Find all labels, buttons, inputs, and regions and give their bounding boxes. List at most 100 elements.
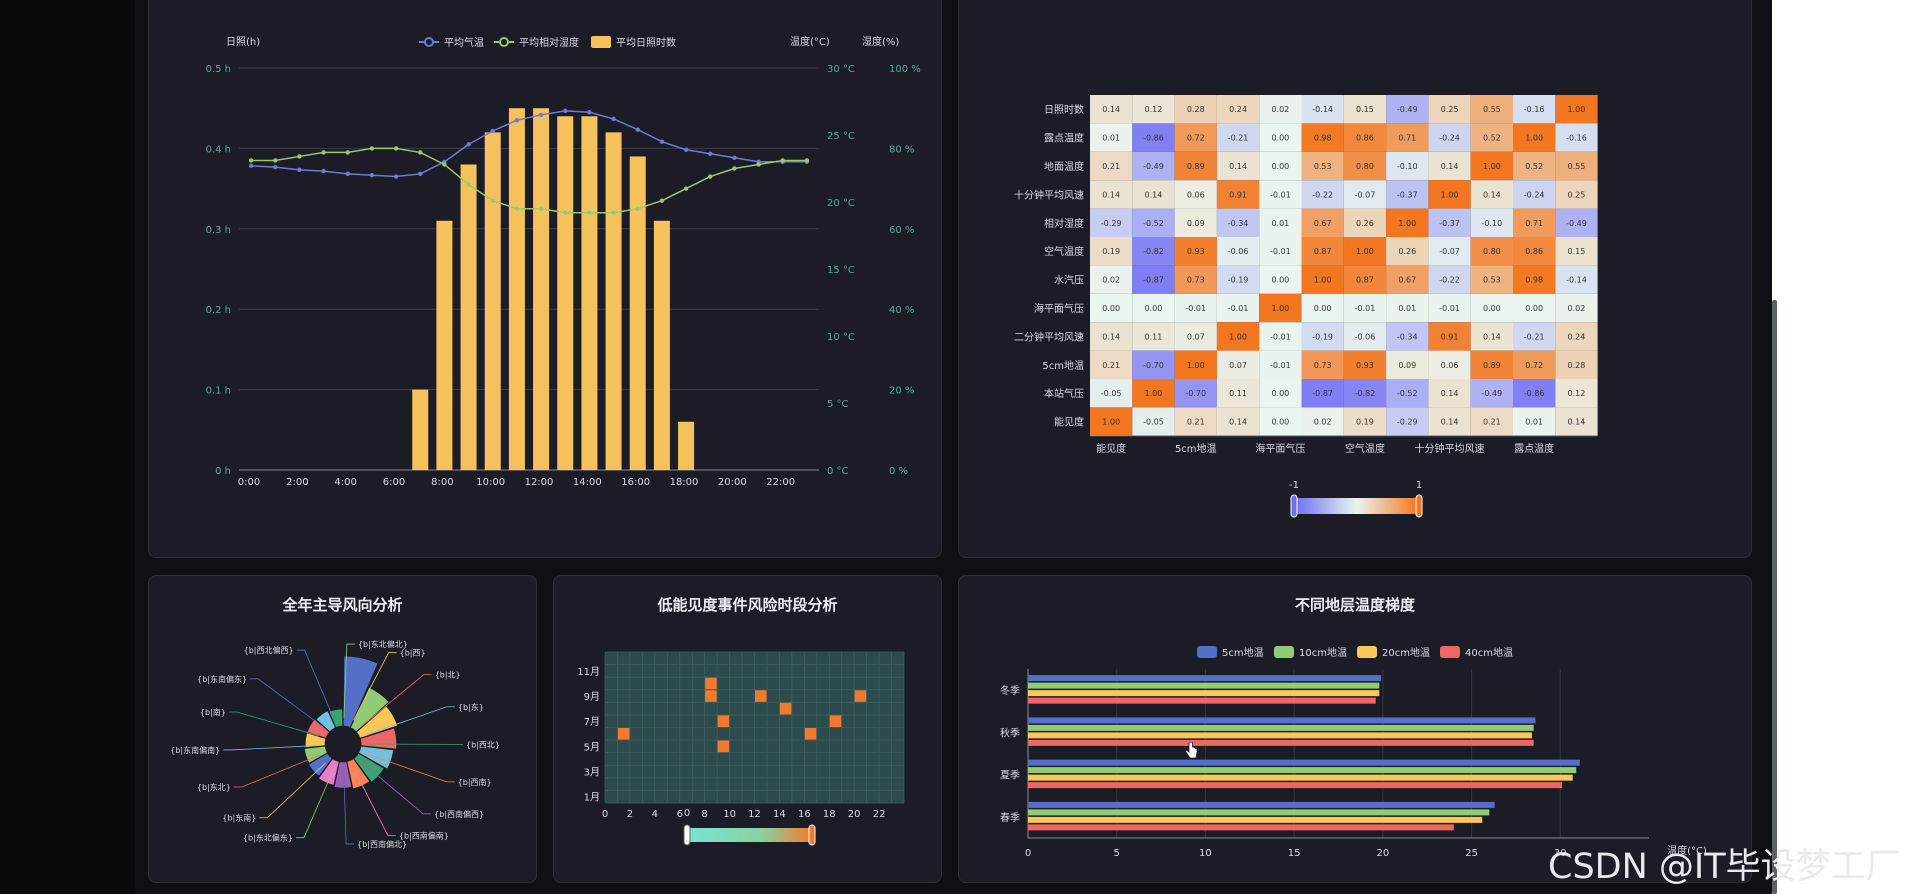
heatmap-cell-label: 0.28 [1568,361,1586,370]
sunshine-bar [605,132,622,470]
heatmap-cell [1216,293,1260,323]
heatmap-cell-label: 1.00 [1483,162,1501,171]
heatmap-cell-label: 0.14 [1441,162,1459,171]
heatmap-cell [1513,293,1556,323]
heatmap-cell [1513,379,1556,408]
humidity-point [659,198,665,203]
y-tick-label: 水汽压 [1054,274,1084,287]
legend-label: 平均气温 [444,36,484,49]
wind-panel-title: 全年主导风向分析 [282,596,403,614]
ground-temp-bar [1028,767,1577,774]
ground-temp-chart: 0 5 10 15 20 25 30 春季 夏季 秋季 冬季 5cm地温 10cm地温 20cm地温 40c… [1000,646,1707,859]
wind-label-leader [228,711,319,737]
heatmap-cell-label: -0.37 [1397,190,1418,199]
wind-label-leader [343,643,355,719]
heatmap-cell-label: 0.25 [1441,105,1459,114]
heatmap-cell-label: 1.00 [1187,361,1205,370]
temperature-point [321,168,326,174]
heatmap-cell [1090,151,1133,181]
heatmap-cell-label: -0.22 [1439,276,1460,285]
temperature-point [708,151,713,156]
heatmap-cell [1513,95,1556,124]
x-tick-label: 0 [602,809,608,820]
heatmap-cell [1132,350,1175,379]
correlation-panel: 0.14 0.12 0.28 0.24 0.02 -0.14 0.15 -0.49 0.25 0.… [958,0,1752,558]
heatmap-cell [1470,322,1513,351]
heatmap-cell-label: 0.00 [1271,418,1289,427]
heatmap-cell [1259,180,1302,209]
heatmap-cell-label: -0.07 [1355,190,1376,199]
humidity-point [345,150,350,155]
heatmap-cell [1428,322,1471,351]
left-sidebar [0,0,135,894]
visibility-cell [705,677,717,690]
legend-label: 平均相对湿度 [519,36,579,49]
heatmap-cell [1259,407,1302,436]
visual-map-handle-max [1415,494,1423,518]
low-visibility-panel: 低能见度事件风险时段分析 0 2 4 6 8 10 12 14 16 18 20 22 1月 3月 5月 7月… [553,575,942,883]
y-tick-label: 7月 [584,716,600,728]
heatmap-cell-label: -0.49 [1481,389,1502,398]
y-tick-label: 本站气压 [1044,387,1084,400]
visibility-panel-title: 低能见度事件风险时段分析 [657,596,838,614]
heatmap-cell [1132,322,1175,351]
scrollbar-thumb[interactable] [1772,300,1777,894]
legend-label: 5cm地温 [1222,646,1264,659]
heatmap-cell-label: 0.11 [1145,332,1163,341]
visibility-heatmap: 0 2 4 6 8 10 12 14 16 18 20 22 1月 3月 5月 7月 9月 11月 0 [577,651,905,846]
visibility-cell [717,740,730,753]
y-left-axis-title: 日照(h) [226,36,260,48]
heatmap-cell [1470,95,1513,124]
temperature-point [466,142,471,147]
heatmap-cell [1386,407,1429,436]
heatmap-cell-label: 0.93 [1356,361,1374,370]
heatmap-cell-label: 0.00 [1314,304,1332,313]
heatmap-cell-label: -0.01 [1185,304,1206,313]
heatmap-cell-label: 1.00 [1229,332,1247,341]
heatmap-cell-label: -0.49 [1397,105,1418,114]
heatmap-cell-label: -0.21 [1228,134,1249,143]
wind-label: {b|东北} [197,782,231,792]
heatmap-cell-label: 0.28 [1187,105,1205,114]
temperature-point [297,167,302,173]
heatmap-cell-label: 0.53 [1483,276,1501,285]
temperature-point [611,116,616,122]
heatmap-cell [1343,379,1387,408]
heatmap-cell [1132,265,1175,294]
wind-label: {b|西南偏南} [399,831,449,841]
x-tick-label: 2:00 [286,477,308,488]
heatmap-cell-label: -0.34 [1397,332,1418,341]
heatmap-cell [1386,322,1429,351]
heatmap-cell [1090,237,1133,266]
y-tick-label: 5月 [584,741,600,753]
heatmap-cell-label: 0.98 [1314,134,1332,143]
heatmap-cell [1428,180,1471,209]
temperature-point [248,163,254,169]
y-tick-label: 9月 [584,691,600,703]
heatmap-cell [1090,322,1133,351]
heatmap-cell-label: 1.00 [1441,190,1459,199]
heatmap-cell [1132,123,1175,152]
heatmap-cell-label: -0.19 [1312,332,1333,341]
legend-swatch [1197,646,1217,658]
heatmap-cell-label: -0.22 [1312,190,1333,199]
x-tick-label: 30 [1554,848,1567,859]
heatmap-cell-label: 0.00 [1102,304,1120,313]
sunshine-bar [412,389,429,470]
temperature-point [369,173,375,178]
heatmap-cell-label: 0.55 [1483,105,1501,114]
heatmap-cell [1555,350,1598,379]
heatmap-cell [1174,95,1217,124]
heatmap-cell [1428,208,1471,237]
heatmap-cell-label: -0.82 [1355,389,1376,398]
heatmap-cell [1174,293,1217,323]
x-tick-label: 能见度 [1096,442,1126,455]
humidity-point [611,210,616,215]
heatmap-cell-label: 0.09 [1398,361,1416,370]
y-temp-tick-label: 15 °C [827,265,855,276]
heatmap-cell-label: 0.80 [1483,247,1501,256]
heatmap-cell-label: 0.01 [1102,134,1120,143]
heatmap-cell [1513,151,1556,181]
wind-label: {b|西北偏西} [244,645,294,655]
heatmap-cell [1090,180,1133,209]
